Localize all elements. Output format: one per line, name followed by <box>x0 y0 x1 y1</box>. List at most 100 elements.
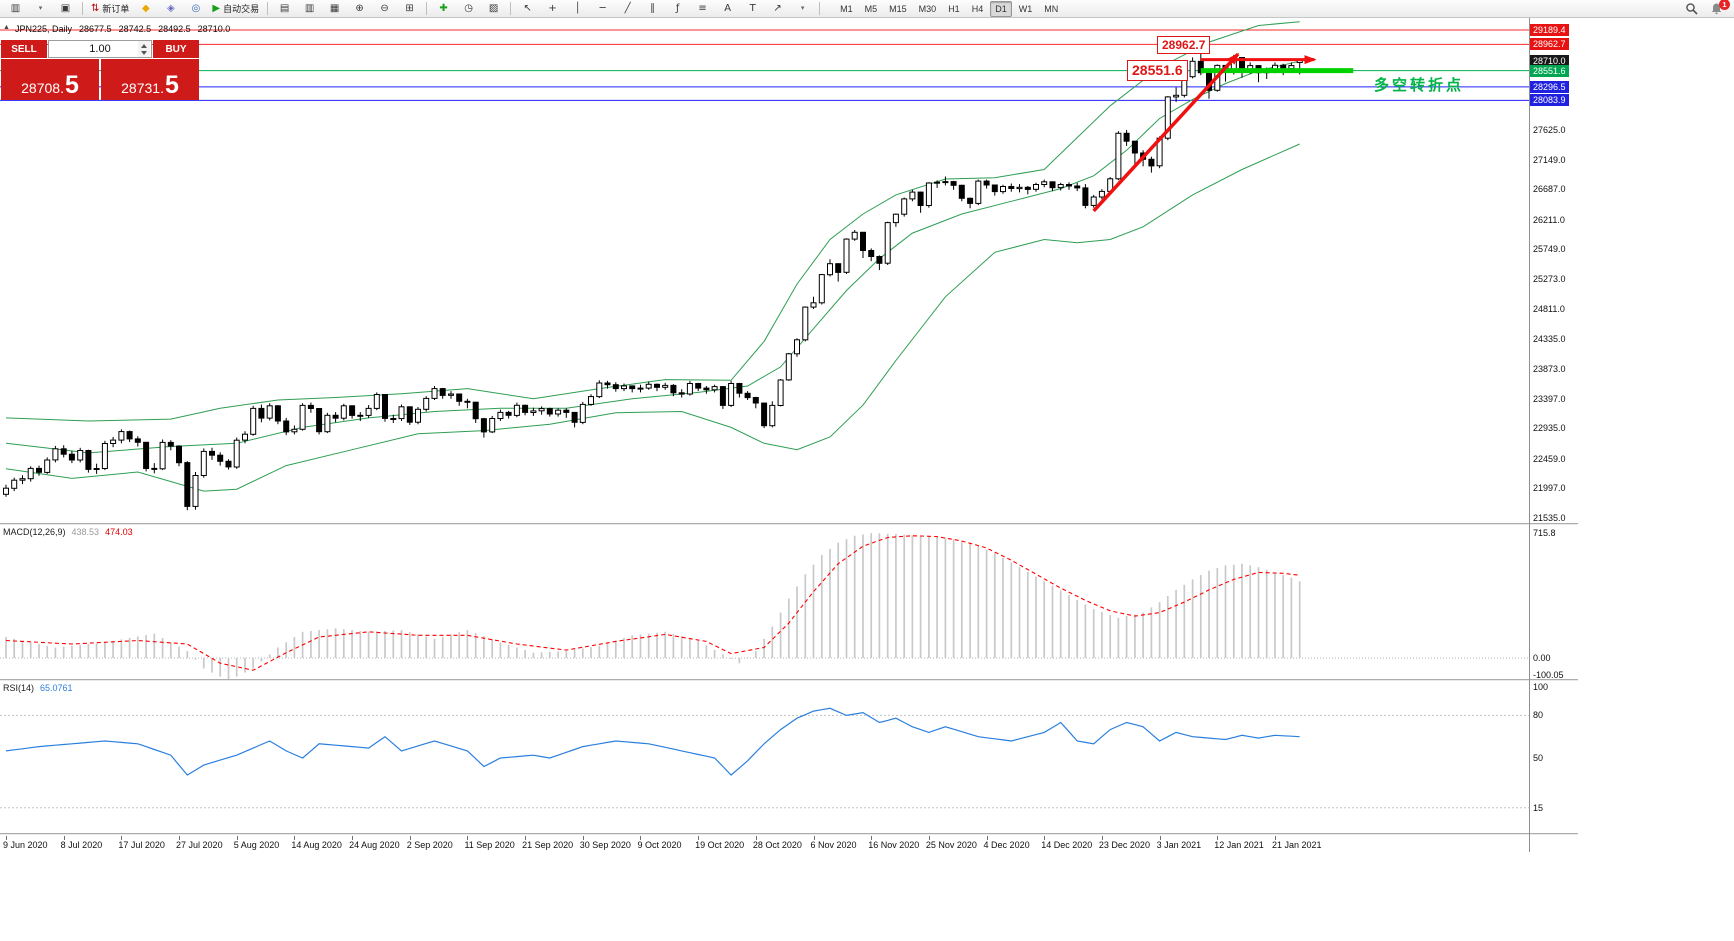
time-axis-tick <box>467 836 469 840</box>
depth-of-market-button[interactable]: ◎ <box>184 0 207 17</box>
text-icon: A <box>724 2 732 14</box>
horizontal-line-button[interactable]: ─ <box>591 0 614 17</box>
crosshair-button[interactable]: + <box>541 0 564 17</box>
equidistant-channel-icon: ∥ <box>650 2 656 14</box>
rsi-panel-canvas[interactable] <box>0 681 1578 833</box>
rsi-line <box>5 707 1300 776</box>
fibonacci-icon: ƒ <box>675 2 680 14</box>
time-axis-tick <box>1044 836 1046 840</box>
time-axis-label: 24 Aug 2020 <box>349 840 400 850</box>
time-axis-tick <box>121 836 123 840</box>
time-axis-tick <box>409 836 411 840</box>
cursor-button[interactable]: ↖ <box>516 0 539 17</box>
timeframe-m1-button[interactable]: M1 <box>840 3 853 14</box>
panel-separator[interactable] <box>0 679 1578 681</box>
price-chart-canvas[interactable] <box>0 18 1578 523</box>
experts-button[interactable]: ◈ <box>159 0 182 17</box>
metaeditor-button[interactable]: ◆ <box>134 0 157 17</box>
objects-dropdown[interactable]: ▾ <box>791 0 814 17</box>
price-annotation-label[interactable]: 28962.7 <box>1157 36 1211 54</box>
time-axis-label: 12 Jan 2021 <box>1214 840 1264 850</box>
rsi-name: RSI(14) <box>3 683 35 693</box>
price-axis-line[interactable] <box>1529 18 1530 852</box>
time-axis-label: 14 Aug 2020 <box>291 840 342 850</box>
templates-button[interactable]: ▨ <box>482 0 505 17</box>
ohlc-close: 28710.0 <box>197 24 231 34</box>
new-chart-button[interactable]: ▥ <box>4 0 27 17</box>
price-axis-label: 24811.0 <box>1533 303 1565 314</box>
symbol-title: JPN225, Daily <box>15 24 73 34</box>
time-axis-label: 28 Oct 2020 <box>752 840 802 850</box>
grid-button[interactable]: ⊞ <box>398 0 421 17</box>
text-button[interactable]: A <box>716 0 739 17</box>
buy-button[interactable]: BUY <box>153 40 199 58</box>
volume-stepper[interactable] <box>138 41 150 57</box>
timeframe-h4-button[interactable]: H4 <box>971 3 984 14</box>
timeframe-h1-button[interactable]: H1 <box>948 3 960 14</box>
price-axis-label: 23397.0 <box>1533 393 1566 404</box>
notifications-button[interactable]: 1 <box>1705 0 1730 17</box>
profiles-button[interactable]: ▣ <box>54 0 77 17</box>
toolbar-separator <box>819 2 821 15</box>
search-button[interactable] <box>1680 0 1703 17</box>
rsi-axis-label: 100 <box>1533 682 1549 692</box>
toolbar-separator <box>267 2 269 15</box>
new-order-button[interactable]: ⇅ 新订单 <box>88 0 132 17</box>
macd-axis-label: 0.00 <box>1533 653 1551 663</box>
crosshair-icon: + <box>548 2 557 14</box>
buy-price-button[interactable]: 28731. 5 <box>101 59 199 100</box>
time-axis-tick <box>6 836 7 840</box>
trend-arrow[interactable] <box>1092 52 1240 213</box>
timeframe-mn-button[interactable]: MN <box>1044 3 1059 14</box>
timeframe-m15-button[interactable]: M15 <box>889 3 907 14</box>
time-axis[interactable]: 9 Jun 2020 8 Jul 2020 17 Jul 2020 27 Jul 20… <box>0 836 1578 852</box>
text-label-button[interactable]: T <box>741 0 764 17</box>
zoom-in-button[interactable]: ⊕ <box>348 0 371 17</box>
chart-window[interactable]: 9 Jun 2020 8 Jul 2020 17 Jul 2020 27 Jul 20… <box>0 18 1734 941</box>
time-axis-tick <box>928 836 930 840</box>
bollinger-lower-band <box>5 143 1300 492</box>
auto-trading-button[interactable]: ▶ 自动交易 <box>209 0 262 17</box>
new-chart-dropdown[interactable]: ▾ <box>29 0 52 17</box>
ohlc-high: 28742.5 <box>118 24 152 34</box>
vertical-line-button[interactable]: │ <box>566 0 589 17</box>
zoom-in-icon: ⊕ <box>355 2 364 14</box>
fibonacci-button[interactable]: ƒ <box>666 0 689 17</box>
price-axis-label: 21535.0 <box>1533 512 1566 523</box>
timeframe-m5-button[interactable]: M5 <box>864 3 878 14</box>
volume-up-icon[interactable] <box>141 43 147 48</box>
timeframe-w1-button[interactable]: W1 <box>1018 3 1033 14</box>
arrows-button[interactable]: ↗ <box>766 0 789 17</box>
one-click-collapse-button[interactable]: ▲ <box>3 24 10 31</box>
sell-button[interactable]: SELL <box>1 40 47 58</box>
panel-separator[interactable] <box>0 523 1578 525</box>
macd-axis-label: 715.8 <box>1533 527 1556 538</box>
panel-separator[interactable] <box>0 833 1578 835</box>
levels-button[interactable]: ≡ <box>691 0 714 17</box>
sell-price-button[interactable]: 28708. 5 <box>1 59 99 100</box>
timeframe-m30-button[interactable]: M30 <box>918 3 937 14</box>
indicators-button[interactable]: ✚ <box>432 0 455 17</box>
zoom-out-button[interactable]: ⊖ <box>373 0 396 17</box>
rsi-indicator-label: RSI(14) 65.0761 <box>3 683 73 693</box>
line-chart-button[interactable]: ▦ <box>323 0 346 17</box>
volume-down-icon[interactable] <box>141 50 147 55</box>
trendline-button[interactable]: ╱ <box>616 0 639 17</box>
bars-button[interactable]: ▤ <box>273 0 296 17</box>
chart-note-text[interactable]: 多空转折点 <box>1374 77 1465 94</box>
price-annotation-label[interactable]: 28551.6 <box>1127 60 1188 81</box>
time-axis-tick <box>871 836 873 840</box>
macd-axis-label: -100.05 <box>1533 670 1564 681</box>
chart-ohlc-header: JPN225, Daily 28677.5 28742.5 28492.5 28… <box>15 24 230 34</box>
timeframe-d1-button[interactable]: D1 <box>990 0 1012 17</box>
buy-price-value: 28731 <box>121 79 161 96</box>
grid-icon: ⊞ <box>405 2 414 14</box>
price-axis-label: 27149.0 <box>1533 154 1566 165</box>
volume-value: 1.00 <box>89 43 111 55</box>
volume-input[interactable]: 1.00 <box>48 40 152 58</box>
candlesticks-button[interactable]: ▥ <box>298 0 321 17</box>
macd-panel-canvas[interactable] <box>0 525 1578 679</box>
text-label-icon: T <box>749 2 756 14</box>
periods-button[interactable]: ◷ <box>457 0 480 17</box>
equidistant-channel-button[interactable]: ∥ <box>641 0 664 17</box>
